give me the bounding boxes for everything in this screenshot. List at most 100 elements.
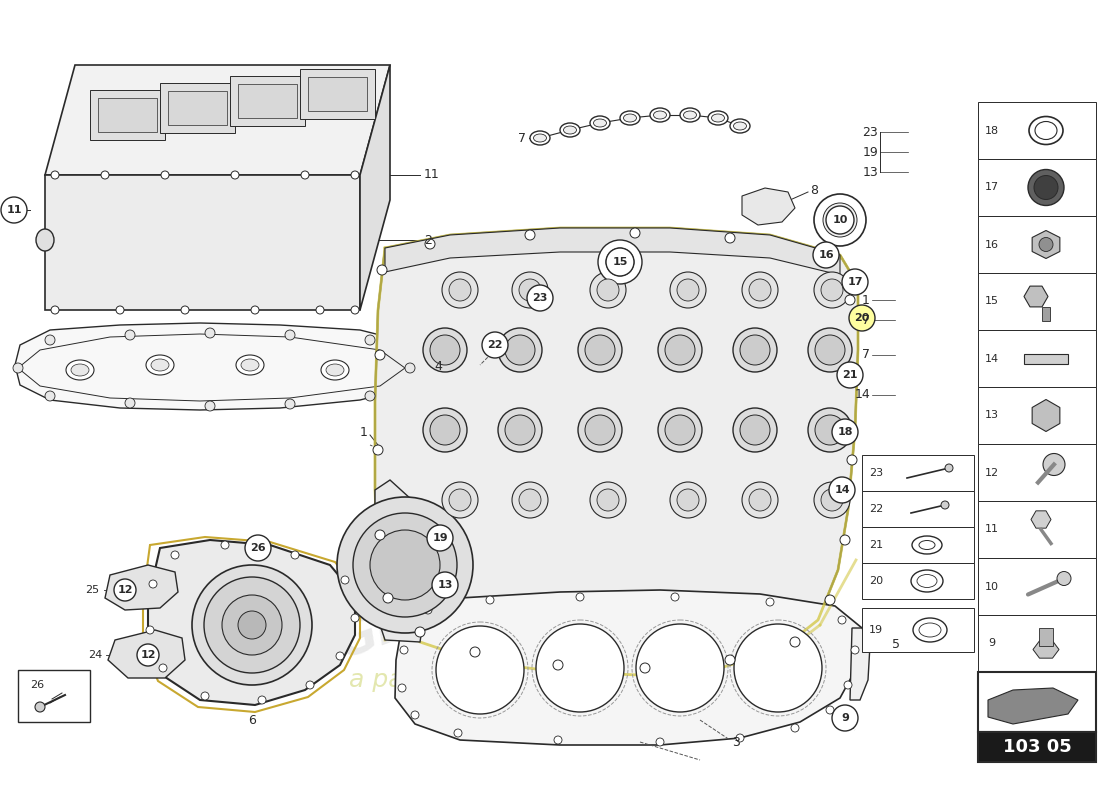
Bar (862, 491, 974, 527)
Text: 12: 12 (118, 585, 133, 595)
Circle shape (740, 415, 770, 445)
Circle shape (606, 248, 634, 276)
Circle shape (182, 306, 189, 314)
Circle shape (670, 482, 706, 518)
Circle shape (192, 565, 312, 685)
Circle shape (341, 576, 349, 584)
Bar (978, 159, 1096, 216)
Text: 21: 21 (869, 540, 883, 550)
Text: 15: 15 (984, 297, 999, 306)
Bar (90, 90, 165, 140)
Circle shape (640, 663, 650, 673)
Circle shape (424, 408, 468, 452)
Circle shape (829, 477, 855, 503)
Bar (862, 527, 974, 563)
Circle shape (245, 535, 271, 561)
Circle shape (826, 706, 834, 714)
Ellipse shape (620, 111, 640, 125)
Circle shape (598, 240, 642, 284)
Circle shape (630, 228, 640, 238)
Text: 14: 14 (855, 389, 870, 402)
Bar (978, 216, 1096, 273)
Circle shape (353, 513, 456, 617)
Bar (978, 387, 1096, 444)
Circle shape (146, 626, 154, 634)
Ellipse shape (653, 111, 667, 119)
Text: 17: 17 (847, 277, 862, 287)
Ellipse shape (151, 359, 169, 371)
Bar (98, 98, 157, 132)
Circle shape (125, 330, 135, 340)
Text: 11: 11 (984, 525, 999, 534)
Polygon shape (742, 188, 795, 225)
Circle shape (576, 593, 584, 601)
Circle shape (636, 624, 724, 712)
Polygon shape (395, 590, 862, 745)
Circle shape (430, 415, 460, 445)
Circle shape (285, 330, 295, 340)
Polygon shape (375, 480, 425, 642)
Text: 12: 12 (984, 467, 999, 478)
Ellipse shape (36, 229, 54, 251)
Text: 103 05: 103 05 (1002, 738, 1071, 756)
Circle shape (398, 684, 406, 692)
Circle shape (238, 611, 266, 639)
Bar (862, 563, 974, 599)
Text: 4: 4 (434, 359, 442, 373)
Text: GLUEFIGURES: GLUEFIGURES (330, 491, 711, 669)
Circle shape (425, 239, 435, 249)
Circle shape (940, 501, 949, 509)
Circle shape (554, 736, 562, 744)
Text: 5: 5 (892, 638, 900, 650)
Circle shape (815, 335, 845, 365)
Circle shape (578, 328, 621, 372)
Circle shape (449, 489, 471, 511)
Circle shape (519, 279, 541, 301)
Circle shape (45, 335, 55, 345)
Circle shape (945, 464, 953, 472)
Bar (1042, 306, 1050, 321)
Circle shape (823, 203, 857, 237)
Bar (1024, 354, 1068, 363)
Circle shape (138, 644, 160, 666)
Circle shape (101, 171, 109, 179)
Bar (160, 83, 235, 133)
Circle shape (606, 248, 634, 276)
Bar (308, 77, 367, 111)
Circle shape (505, 335, 535, 365)
Circle shape (808, 408, 852, 452)
Ellipse shape (66, 360, 94, 380)
Text: 10: 10 (984, 582, 999, 591)
Circle shape (365, 335, 375, 345)
Circle shape (826, 206, 854, 234)
Bar (978, 273, 1096, 330)
Ellipse shape (708, 111, 728, 125)
Circle shape (13, 363, 23, 373)
Circle shape (740, 335, 770, 365)
Ellipse shape (560, 123, 580, 137)
Circle shape (375, 530, 385, 540)
FancyBboxPatch shape (18, 670, 90, 722)
Ellipse shape (563, 126, 576, 134)
Text: 9: 9 (989, 638, 996, 649)
Polygon shape (104, 565, 178, 610)
Polygon shape (45, 65, 390, 175)
Circle shape (449, 279, 471, 301)
Circle shape (742, 272, 778, 308)
Circle shape (671, 593, 679, 601)
Circle shape (815, 415, 845, 445)
Circle shape (285, 399, 295, 409)
Circle shape (845, 295, 855, 305)
Text: 24: 24 (88, 650, 102, 660)
Circle shape (832, 419, 858, 445)
Text: 12: 12 (141, 650, 156, 660)
Circle shape (1057, 571, 1071, 586)
Bar (862, 608, 974, 652)
Circle shape (351, 171, 359, 179)
Circle shape (1, 197, 28, 223)
Ellipse shape (650, 108, 670, 122)
Circle shape (666, 335, 695, 365)
Circle shape (201, 692, 209, 700)
Circle shape (840, 535, 850, 545)
Ellipse shape (594, 119, 606, 127)
